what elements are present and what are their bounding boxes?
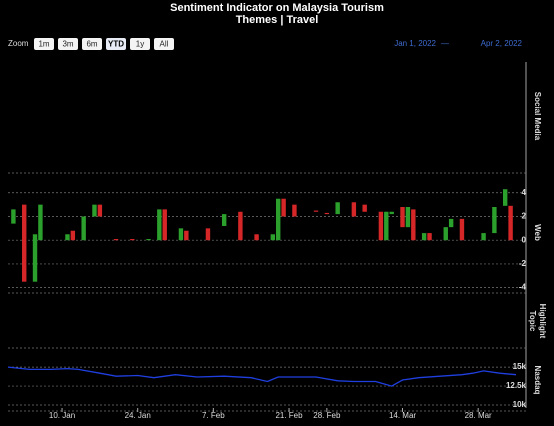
- candle: [178, 228, 184, 241]
- y-tick-label: 2: [522, 212, 527, 221]
- candle: [97, 204, 103, 217]
- candle: [38, 204, 43, 241]
- range-button[interactable]: 6m: [82, 38, 102, 50]
- zoom-label: Zoom: [8, 39, 29, 48]
- y-tick-label: -4: [519, 283, 527, 292]
- candle: [389, 211, 394, 215]
- candle: [157, 209, 162, 241]
- y-tick-label: 0: [522, 235, 527, 244]
- candle: [238, 211, 243, 241]
- chart-title: Sentiment Indicator on Malaysia Tourism: [170, 2, 384, 14]
- candle: [405, 207, 411, 228]
- y-tick-label: 10k: [513, 400, 527, 409]
- x-tick-label: 28. Feb: [313, 411, 341, 420]
- candle: [221, 214, 227, 226]
- candle: [492, 207, 497, 234]
- candle: [508, 205, 513, 241]
- date-from[interactable]: Jan 1, 2022: [394, 39, 436, 48]
- candle: [270, 234, 276, 241]
- x-tick-label: 28. Mar: [465, 411, 492, 420]
- candle: [292, 204, 297, 217]
- range-button[interactable]: 1y: [130, 38, 150, 50]
- pane-label: Web: [533, 224, 542, 241]
- candle: [70, 230, 76, 241]
- candle: [411, 209, 416, 241]
- candle: [324, 212, 330, 215]
- x-tick-label: 10. Jan: [49, 411, 75, 420]
- button-label: YTD: [108, 40, 124, 49]
- candle: [502, 189, 508, 206]
- candle: [384, 211, 389, 241]
- button-label: 1m: [38, 40, 49, 49]
- candle: [448, 218, 454, 228]
- x-tick-label: 7. Feb: [202, 411, 225, 420]
- button-bg: [130, 38, 150, 50]
- candle: [362, 204, 367, 212]
- candle: [276, 198, 281, 241]
- candle: [81, 216, 86, 241]
- button-bg: [154, 38, 174, 50]
- candle: [146, 239, 151, 241]
- candle: [351, 202, 357, 217]
- candle: [313, 210, 319, 212]
- candle: [11, 209, 16, 224]
- candle: [184, 230, 189, 241]
- pane-label: Topic: [528, 311, 537, 332]
- y-tick-label: -2: [519, 259, 527, 268]
- y-tick-label: 15k: [513, 362, 527, 371]
- range-button[interactable]: All: [154, 38, 174, 50]
- range-button[interactable]: YTD: [106, 38, 126, 50]
- button-label: All: [160, 40, 169, 49]
- button-bg: [106, 38, 126, 50]
- candle: [481, 233, 486, 241]
- candle: [421, 233, 427, 241]
- pane-label: Nasdaq: [533, 366, 542, 395]
- button-bg: [58, 38, 78, 50]
- candle: [400, 207, 405, 228]
- button-bg: [34, 38, 54, 50]
- pane-label: Social Media: [533, 92, 542, 141]
- candle: [459, 218, 465, 241]
- nasdaq-line: [7, 366, 517, 387]
- candle: [32, 234, 38, 282]
- y-tick-label: 4: [522, 188, 527, 197]
- button-label: 6m: [86, 40, 97, 49]
- chart-subtitle: Themes | Travel: [236, 14, 319, 26]
- candle: [378, 211, 384, 241]
- candle: [130, 239, 135, 241]
- x-tick-label: 14. Mar: [389, 411, 416, 420]
- range-button[interactable]: 1m: [34, 38, 54, 50]
- candle: [427, 233, 432, 241]
- button-bg: [82, 38, 102, 50]
- candle: [65, 234, 70, 241]
- pane-label: Highlight: [538, 304, 547, 339]
- candle: [254, 234, 259, 241]
- button-label: 1y: [136, 40, 144, 49]
- x-tick-label: 21. Feb: [275, 411, 303, 420]
- candle: [113, 239, 119, 241]
- candle: [205, 228, 211, 241]
- candle: [443, 227, 448, 241]
- date-separator: —: [441, 39, 449, 48]
- date-to[interactable]: Apr 2, 2022: [481, 39, 523, 48]
- candle: [281, 198, 286, 217]
- button-label: 3m: [62, 40, 73, 49]
- candle: [162, 209, 167, 241]
- y-tick-label: 12.5k: [506, 381, 527, 390]
- range-button[interactable]: 3m: [58, 38, 78, 50]
- candle: [335, 202, 340, 215]
- candle: [22, 204, 27, 282]
- candle: [92, 204, 97, 217]
- x-tick-label: 24. Jan: [125, 411, 151, 420]
